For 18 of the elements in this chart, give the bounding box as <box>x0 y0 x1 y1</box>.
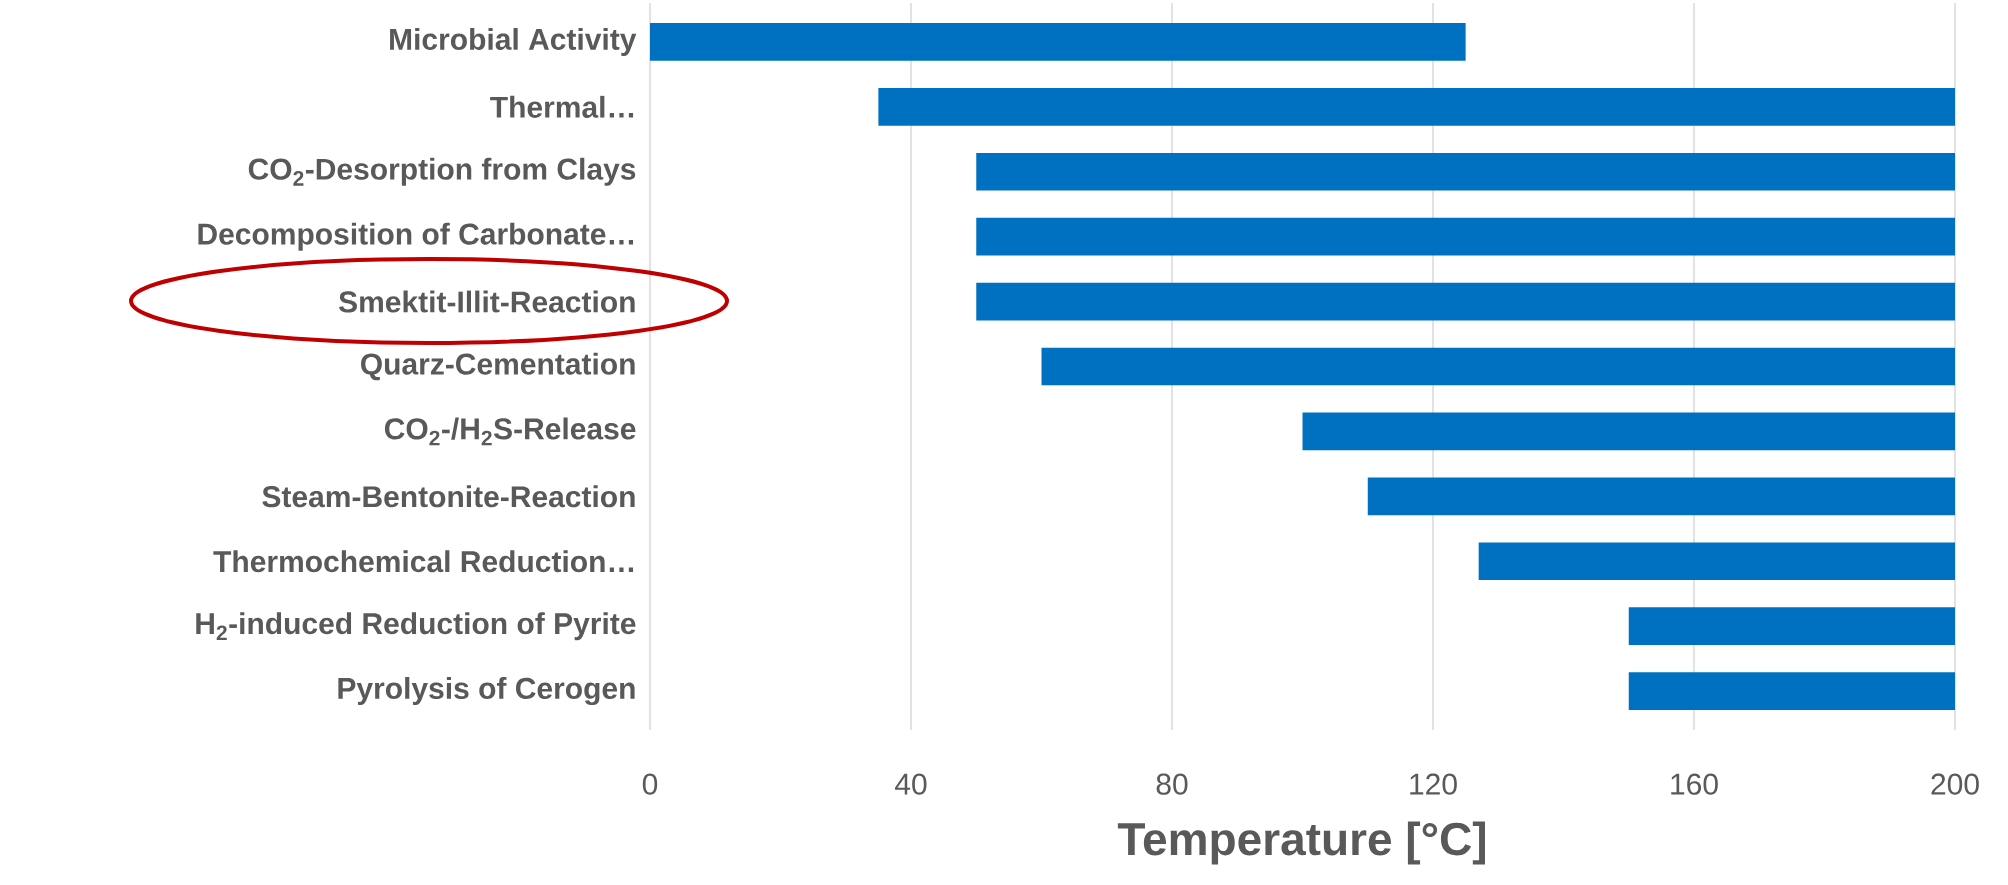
x-axis-title: Temperature [°C] <box>1117 821 1485 865</box>
y-tick-label: Thermal… <box>490 95 634 118</box>
x-tick-label: 80 <box>1156 773 1188 795</box>
x-tick-label: 160 <box>1671 773 1718 795</box>
y-tick-label: H$_{2}$-induced Reduction of Pyrite <box>196 612 636 641</box>
x-tick-label: 40 <box>895 773 927 795</box>
y-tick-label: CO$_{2}$-/H$_{2}$S-Release <box>384 417 636 446</box>
y-tick-label: Decomposition of Carbonate… <box>198 222 634 251</box>
y-tick-label: Microbial Activity <box>390 27 637 56</box>
x-tick-label: 120 <box>1410 773 1457 795</box>
y-tick-label: Quarz-Cementation <box>361 352 635 381</box>
y-tick-label: Pyrolysis of Cerogen <box>338 677 635 706</box>
y-tick-label: Smektit-Illit-Reaction <box>338 290 635 313</box>
x-tick-label: 200 <box>1931 773 1979 795</box>
x-tick-label: 0 <box>642 773 658 795</box>
y-tick-label: CO$_{2}$-Desorption from Clays <box>248 157 636 186</box>
y-tick-label: Steam-Bentonite-Reaction <box>262 485 635 508</box>
y-tick-label: Thermochemical Reduction… <box>213 550 634 573</box>
